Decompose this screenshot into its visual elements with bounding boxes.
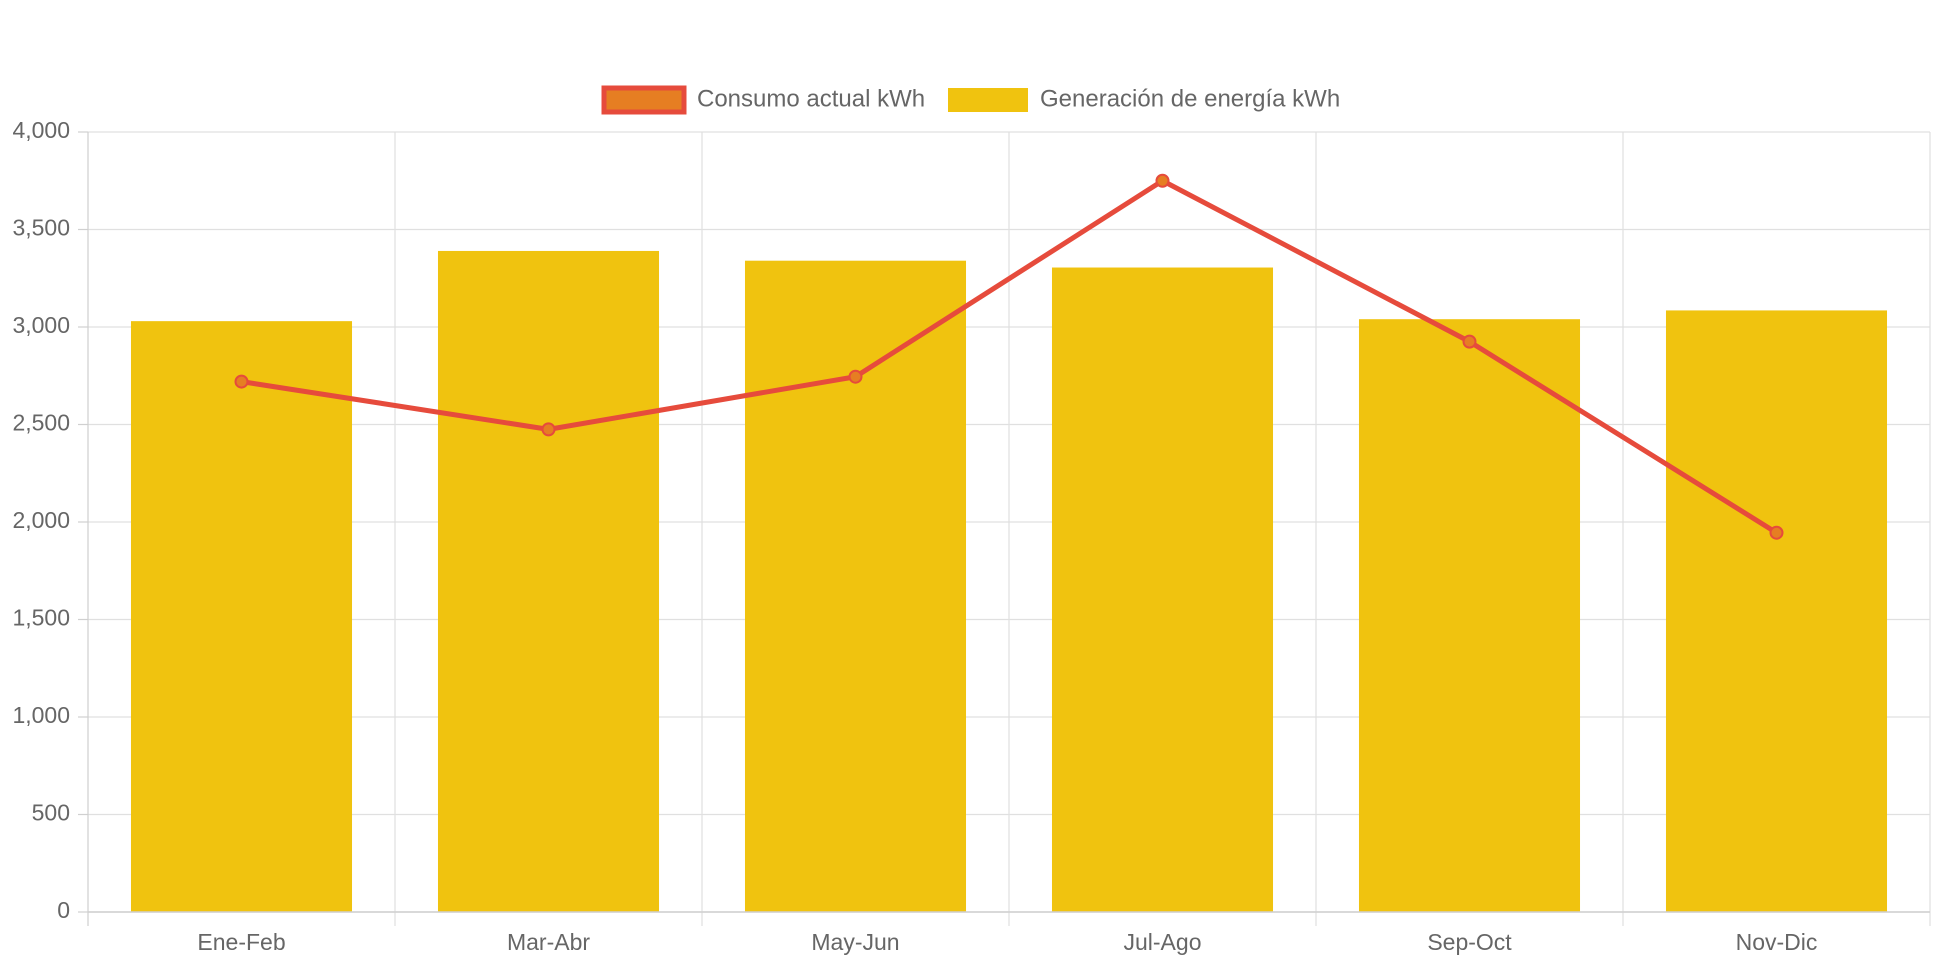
legend-swatch-generacion: [948, 88, 1028, 112]
legend[interactable]: Consumo actual kWh Generación de energía …: [601, 85, 1340, 115]
grid-lines: [78, 131, 1931, 926]
line-consumo: [239, 178, 1779, 536]
y-tick-label: 1,500: [12, 605, 70, 631]
x-tick-label: Sep-Oct: [1427, 929, 1512, 955]
y-tick-label: 3,500: [12, 215, 70, 241]
legend-label-generacion: Generación de energía kWh: [1040, 85, 1340, 112]
x-tick-label: Jul-Ago: [1124, 929, 1202, 955]
x-tick-label: Ene-Feb: [197, 929, 285, 955]
bar-generacion[interactable]: [130, 321, 353, 912]
y-tick-label: 2,500: [12, 410, 70, 436]
line-series: [234, 173, 1784, 540]
axes: 0 500 1,000 1,500 2,000 2,500 3,000 3,500 4,000 E…: [12, 117, 1930, 955]
bar-generacion[interactable]: [1051, 267, 1274, 912]
bar-series: [130, 250, 1888, 912]
bar-generacion[interactable]: [1665, 310, 1888, 912]
y-tick-label: 500: [32, 800, 70, 826]
x-tick-label: May-Jun: [811, 929, 899, 955]
y-tick-label: 3,000: [12, 312, 70, 338]
point-consumo[interactable]: [1769, 525, 1784, 540]
point-consumo[interactable]: [1462, 334, 1477, 349]
point-consumo[interactable]: [541, 422, 556, 437]
point-consumo[interactable]: [234, 374, 249, 389]
bar-generacion[interactable]: [1358, 319, 1581, 912]
legend-swatch-consumo: [601, 85, 687, 115]
bar-generacion[interactable]: [744, 260, 967, 912]
bar-generacion[interactable]: [437, 250, 660, 912]
point-consumo[interactable]: [1155, 173, 1170, 188]
y-tick-label: 1,000: [12, 702, 70, 728]
y-tick-label: 4,000: [12, 117, 70, 143]
y-tick-label: 0: [57, 897, 70, 923]
y-tick-label: 2,000: [12, 507, 70, 533]
legend-item-generacion[interactable]: Generación de energía kWh: [948, 85, 1340, 112]
x-tick-label: Nov-Dic: [1736, 929, 1818, 955]
x-tick-label: Mar-Abr: [507, 929, 590, 955]
point-consumo[interactable]: [848, 369, 863, 384]
legend-item-consumo[interactable]: Consumo actual kWh: [601, 85, 925, 115]
legend-label-consumo: Consumo actual kWh: [697, 85, 925, 112]
